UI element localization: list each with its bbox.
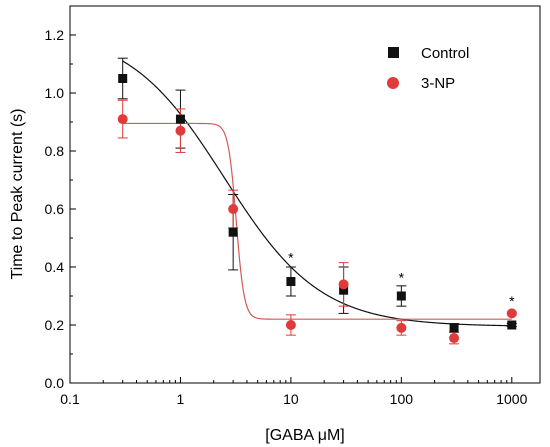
- legend: Control 3-NP: [387, 45, 469, 92]
- data-point-control: [449, 323, 459, 333]
- y-tick-label: 0.2: [45, 317, 65, 333]
- data-point-3np: [175, 125, 186, 136]
- data-point-control: [339, 285, 349, 295]
- x-tick-label: 1000: [496, 391, 527, 407]
- y-axis-ticks: 0.0 0.2 0.4 0.6 0.8 1.0 1.2: [45, 27, 76, 391]
- significance-marker: *: [288, 249, 294, 265]
- data-point-control: [118, 74, 128, 83]
- x-tick-label: 100: [390, 391, 414, 407]
- data-point-3np: [285, 320, 296, 330]
- y-tick-label: 0.6: [45, 201, 65, 217]
- x-axis-ticks: 0.1 1 10 100 1000: [60, 377, 528, 407]
- x-tick-label: 0.1: [60, 391, 80, 407]
- legend-marker-3np: [387, 77, 399, 89]
- axes-box: [69, 5, 541, 384]
- significance-annotations: * * *: [288, 249, 515, 309]
- data-point-3np: [396, 322, 407, 333]
- data-point-control: [175, 114, 185, 124]
- data-markers: [117, 74, 517, 344]
- data-point-control: [228, 227, 238, 237]
- legend-label-3np: 3-NP: [421, 75, 455, 92]
- y-axis-title: Time to Peak current (s): [9, 108, 26, 279]
- data-point-control: [396, 291, 406, 301]
- fit-curve-control: [122, 60, 512, 327]
- data-point-3np: [506, 308, 517, 319]
- data-point-3np: [117, 114, 128, 125]
- error-bars: [117, 57, 517, 345]
- y-tick-label: 1.2: [45, 27, 65, 43]
- fit-curve-3np: [122, 122, 512, 320]
- legend-label-control: Control: [421, 45, 469, 62]
- significance-marker: *: [509, 293, 515, 309]
- legend-marker-control: [388, 47, 399, 58]
- significance-marker: *: [399, 270, 405, 286]
- x-tick-label: 1: [177, 391, 185, 407]
- data-point-control: [286, 277, 296, 286]
- y-tick-label: 0.8: [45, 143, 65, 159]
- y-tick-label: 0.0: [45, 375, 65, 391]
- data-point-control: [507, 320, 517, 330]
- y-tick-label: 1.0: [45, 85, 65, 101]
- data-point-3np: [449, 333, 460, 344]
- data-point-3np: [228, 204, 239, 214]
- fit-curves: [122, 60, 512, 327]
- data-point-3np: [338, 279, 349, 290]
- x-tick-label: 10: [283, 391, 299, 407]
- plot-frame: [69, 5, 541, 384]
- y-tick-label: 0.4: [45, 259, 65, 275]
- x-axis-title: [GABA μM]: [265, 427, 344, 444]
